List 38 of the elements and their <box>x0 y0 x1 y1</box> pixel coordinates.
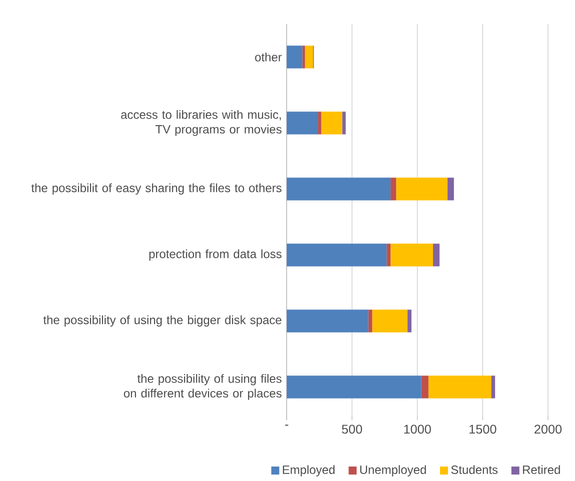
x-tick-label: 2000 <box>534 424 562 434</box>
legend-label: Retired <box>523 465 560 474</box>
bar <box>342 112 346 134</box>
bar <box>447 178 454 200</box>
bar <box>304 46 314 68</box>
bar <box>433 244 440 266</box>
y-tick-label: the possibility of using the bigger disk space <box>43 315 282 326</box>
bar <box>491 376 496 398</box>
y-tick-label: the possibilit of easy sharing the files to others <box>31 183 282 194</box>
bar <box>390 178 396 200</box>
bar <box>286 178 391 200</box>
x-tick-label: 500 <box>342 424 362 434</box>
y-tick-label: other <box>255 52 282 62</box>
x-tick-label: - <box>285 424 288 426</box>
legend-label: Employed <box>282 465 335 476</box>
x-tick-label: 1000 <box>404 424 431 434</box>
bar <box>372 310 408 332</box>
legend-label: Unemployed <box>360 465 426 476</box>
x-tick-label: 1500 <box>470 424 496 434</box>
bar <box>286 310 368 332</box>
bar <box>428 376 492 398</box>
bar <box>318 112 322 134</box>
bar <box>286 112 318 134</box>
bar <box>396 178 448 200</box>
bar <box>368 310 372 332</box>
bar <box>286 46 302 68</box>
bar <box>421 376 428 398</box>
bar <box>286 376 422 398</box>
legend-label: Students <box>451 465 498 474</box>
bar <box>386 244 391 266</box>
bar <box>321 112 342 134</box>
bar <box>302 46 305 68</box>
y-tick-label: protection from data loss <box>149 249 282 260</box>
y-tick-label: access to libraries with music, TV programs or movies <box>121 110 282 136</box>
bar <box>390 244 434 266</box>
bar <box>286 244 387 266</box>
bar <box>408 310 412 332</box>
y-tick-label: the possibility of using files on different devices or places <box>124 374 282 400</box>
